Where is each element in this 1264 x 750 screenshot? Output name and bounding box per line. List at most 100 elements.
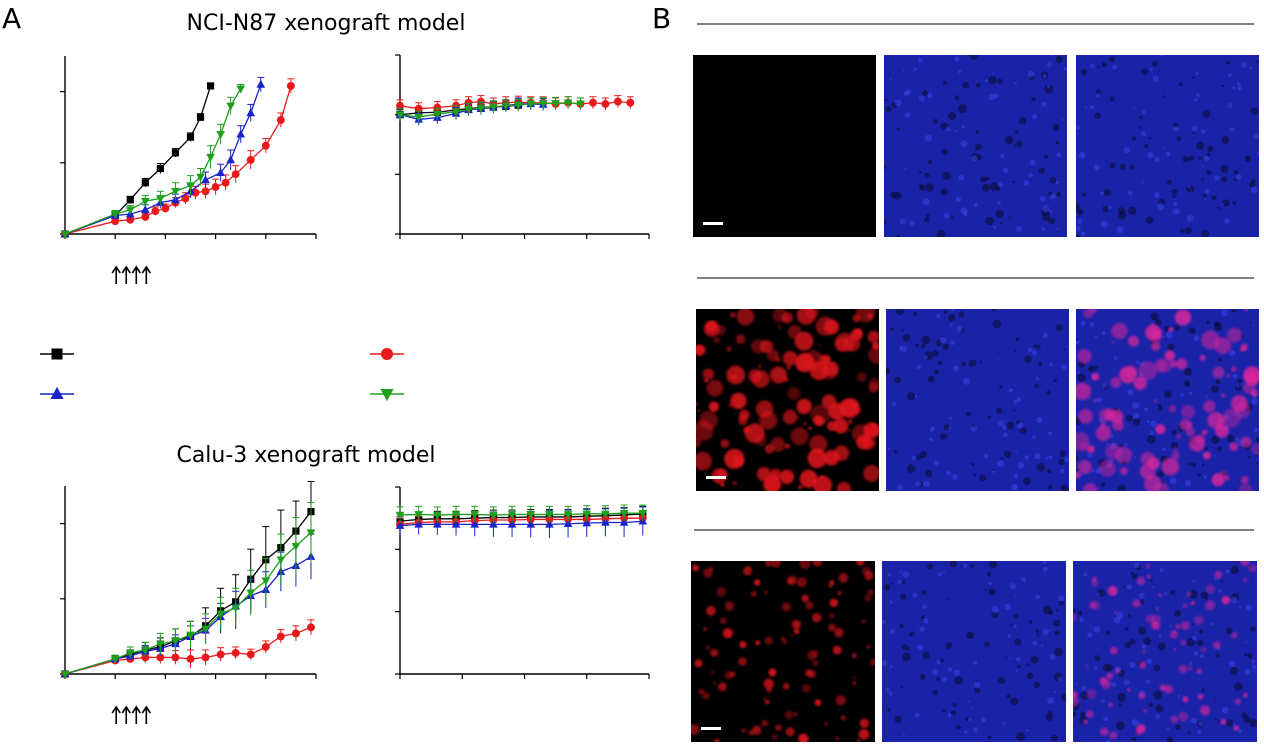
series-sn38 — [60, 76, 266, 238]
cy5-signal — [739, 641, 747, 649]
nucleus-void — [1170, 441, 1179, 450]
data-point — [211, 183, 220, 191]
nucleus — [1042, 332, 1048, 338]
legend — [40, 347, 404, 402]
cy5-signal — [835, 695, 847, 706]
nucleus — [1046, 61, 1053, 68]
merge-signal — [1171, 451, 1180, 460]
nucleus — [900, 218, 907, 225]
cy5-image — [693, 55, 876, 237]
nucleus-void — [927, 159, 933, 165]
merge-signal — [1155, 607, 1159, 611]
nucleus — [1240, 62, 1247, 68]
nucleus-void — [950, 710, 957, 716]
nucleus-void — [1012, 408, 1016, 412]
nucleus-void — [1191, 76, 1195, 80]
cy5-signal — [771, 734, 778, 741]
nucleus — [1146, 658, 1152, 665]
nucleus-void — [1008, 216, 1012, 219]
cy5-signal — [762, 697, 767, 701]
legend-marker — [50, 386, 64, 399]
cy5-signal — [782, 350, 798, 366]
nucleus — [916, 364, 921, 369]
cy5-signal — [784, 317, 789, 322]
cy5-signal — [805, 601, 814, 610]
cy5-signal — [739, 409, 750, 421]
nucleus-void — [1076, 338, 1079, 341]
nucleus — [1132, 413, 1140, 420]
data-point — [395, 511, 405, 520]
nucleus-void — [1202, 193, 1207, 198]
nucleus — [1203, 155, 1210, 161]
data-point — [526, 100, 536, 109]
nucleus-void — [1184, 381, 1190, 388]
nucleus — [1096, 397, 1103, 403]
dapi-image — [882, 561, 1066, 742]
merge-signal — [1250, 389, 1258, 397]
nucleus — [1136, 360, 1140, 364]
nucleus-void — [1053, 378, 1057, 383]
nucleus-void — [1153, 664, 1161, 672]
nucleus-void — [1157, 642, 1166, 651]
data-point — [171, 653, 180, 662]
cy5-signal — [696, 437, 702, 448]
nucleus — [964, 730, 968, 734]
series-line — [399, 512, 643, 516]
nucleus — [914, 395, 918, 398]
data-point — [613, 97, 622, 106]
nucleus — [1126, 584, 1133, 590]
merge-signal — [1199, 354, 1206, 361]
nucleus — [1101, 220, 1109, 228]
nucleus-void — [961, 361, 967, 367]
nucleus — [1132, 402, 1139, 409]
cy5-signal — [726, 346, 732, 352]
merge-signal — [1110, 376, 1122, 388]
cy5-signal — [696, 451, 713, 471]
nucleus — [1051, 55, 1054, 57]
merge-signal — [1244, 309, 1249, 312]
nucleus — [1028, 173, 1034, 178]
nucleus — [919, 626, 925, 632]
cy5-signal — [805, 309, 819, 319]
cy5-signal — [851, 424, 872, 444]
nucleus — [1015, 669, 1018, 672]
nucleus-void — [1174, 610, 1182, 617]
nucleus — [943, 571, 946, 574]
cy5-signal — [826, 421, 837, 431]
series-anti-her2-fab — [395, 96, 585, 124]
cy5-signal — [751, 725, 762, 735]
merge-signal — [1080, 442, 1089, 451]
merge-signal — [1107, 585, 1118, 596]
nucleus — [968, 718, 972, 722]
nucleus-void — [1100, 482, 1106, 488]
cy5-signal — [697, 409, 701, 413]
nucleus-void — [1230, 667, 1238, 676]
nucleus — [922, 198, 930, 206]
nucleus-void — [1000, 456, 1004, 460]
nucleus-void — [1029, 671, 1032, 675]
cy5-signal — [858, 728, 870, 740]
nucleus — [1014, 81, 1018, 85]
nucleus-void — [1148, 136, 1152, 140]
cy5-signal — [766, 686, 773, 693]
data-point — [246, 650, 255, 659]
merge-signal — [1136, 724, 1146, 734]
data-point — [201, 175, 210, 184]
nucleus — [1087, 632, 1093, 638]
nucleus — [1192, 126, 1198, 132]
merge-signal — [1187, 666, 1193, 671]
nucleus — [904, 167, 907, 171]
nucleus-void — [1013, 144, 1016, 147]
cy5-signal — [809, 435, 828, 454]
nucleus-void — [1182, 156, 1190, 163]
merge-signal — [1205, 600, 1216, 611]
dapi-image — [884, 55, 1067, 237]
nucleus-void — [1192, 622, 1195, 626]
nucleus — [962, 211, 968, 217]
nucleus-void — [1152, 60, 1159, 67]
cy5-signal — [790, 427, 809, 446]
nucleus — [1204, 197, 1207, 200]
cy5-signal — [801, 594, 810, 603]
merge-signal — [1073, 697, 1079, 707]
merge-signal — [1196, 668, 1202, 675]
